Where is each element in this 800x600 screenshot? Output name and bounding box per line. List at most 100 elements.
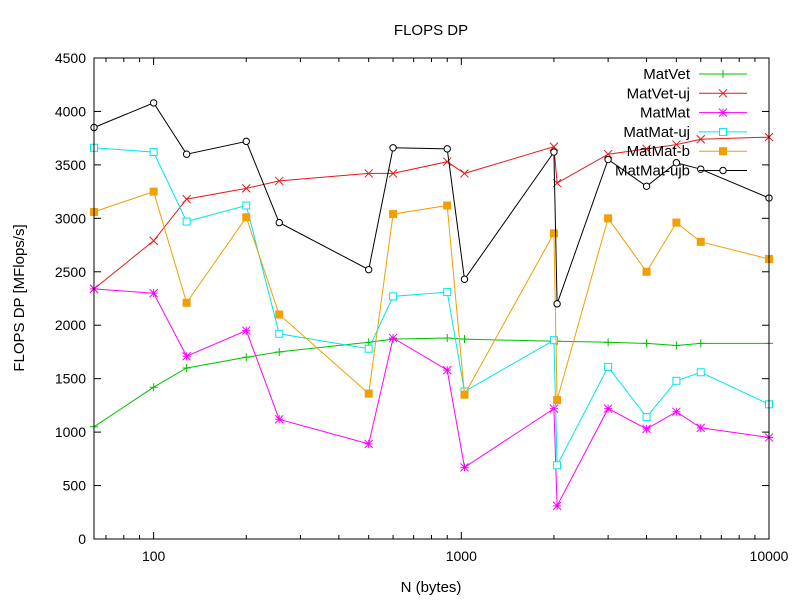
data-point	[149, 148, 158, 157]
series-matmat-ujb	[90, 99, 773, 308]
data-point	[549, 404, 559, 413]
data-point	[672, 407, 681, 417]
data-point	[642, 424, 651, 434]
data-point	[719, 147, 727, 156]
data-point	[672, 218, 681, 227]
data-point	[149, 383, 158, 392]
data-point	[697, 165, 705, 173]
data-point	[364, 439, 374, 449]
data-point	[642, 144, 651, 154]
y-axis-label: FLOPS DP [MFlops/s]	[11, 224, 28, 371]
data-point	[389, 144, 397, 152]
data-point	[275, 329, 284, 338]
data-point	[275, 218, 283, 227]
series-line-matmat-ujb	[93, 102, 770, 304]
data-point	[275, 310, 284, 319]
data-point	[389, 292, 398, 301]
y-tick-label: 2000	[55, 317, 86, 333]
data-point	[553, 461, 562, 470]
data-point	[549, 229, 558, 238]
data-point	[364, 344, 373, 353]
legend-label: MatMat-b	[627, 143, 690, 160]
data-point	[443, 334, 452, 343]
series-line-matmat-b	[93, 190, 770, 401]
data-point	[364, 169, 374, 178]
data-point	[604, 338, 613, 347]
legend-label: MatMat-uj	[623, 124, 690, 141]
legend-item-matvet-uj: MatVet-uj	[627, 85, 747, 102]
data-point	[182, 194, 191, 204]
data-point	[388, 169, 398, 178]
data-point	[442, 157, 452, 167]
series-matvet-uj	[89, 132, 774, 294]
series-line-matmat-uj	[93, 147, 770, 466]
data-point	[672, 341, 681, 350]
series-matmat-uj	[90, 143, 773, 470]
data-point	[182, 298, 191, 307]
plot-frame	[93, 57, 770, 540]
data-point	[550, 148, 558, 156]
x-axis-label: N (bytes)	[401, 579, 462, 596]
data-point	[549, 142, 559, 152]
data-point	[642, 339, 651, 348]
y-tick-label: 3500	[55, 157, 86, 173]
data-point	[443, 288, 452, 297]
data-point	[241, 326, 251, 335]
data-point	[460, 390, 469, 399]
data-point	[604, 155, 612, 164]
data-point	[389, 210, 398, 219]
data-point	[149, 99, 158, 107]
data-point	[460, 275, 469, 283]
data-point	[604, 362, 613, 371]
y-tick-label: 4000	[55, 103, 86, 119]
data-point	[696, 423, 706, 433]
data-point	[718, 88, 728, 98]
y-tick-label: 1500	[55, 371, 86, 387]
x-tick-label: 100	[142, 548, 166, 564]
data-point	[553, 396, 562, 405]
series-matmat-b	[90, 187, 773, 405]
legend-label: MatMat	[640, 105, 691, 122]
legend: MatVet MatVet-uj MatMat MatMat-uj MatMat-b Ma…	[615, 66, 747, 180]
series-matvet	[90, 334, 773, 431]
data-point	[242, 137, 250, 146]
data-point	[604, 214, 613, 223]
x-tick-label: 10000	[750, 548, 789, 564]
legend-item-matmat: MatMat	[640, 105, 747, 122]
data-point	[442, 365, 452, 375]
x-axis-ticks: 100 1000 10000	[105, 58, 789, 564]
data-point	[241, 184, 251, 193]
legend-label: MatVet	[643, 66, 691, 83]
data-point	[182, 363, 191, 372]
data-point	[719, 70, 727, 78]
data-point	[149, 187, 158, 196]
series-matmat	[89, 284, 774, 511]
data-point	[642, 267, 651, 276]
data-point	[443, 201, 452, 210]
series-line-matmat	[93, 288, 770, 508]
series-line-matvet-uj	[93, 136, 770, 290]
data-point	[274, 414, 284, 424]
data-point	[603, 149, 613, 159]
series-line-matvet	[93, 337, 769, 428]
data-point	[274, 176, 284, 186]
data-point	[642, 182, 651, 190]
data-point	[672, 159, 681, 167]
data-point	[553, 300, 561, 308]
data-point	[149, 236, 158, 246]
data-point	[719, 127, 727, 136]
data-point	[718, 108, 728, 117]
data-point	[242, 353, 251, 362]
y-tick-label: 500	[63, 478, 87, 494]
data-point	[460, 463, 469, 472]
chart-title: FLOPS DP	[394, 22, 468, 39]
data-point	[443, 145, 451, 153]
legend-item-matmat-ujb: MatMat-ujb	[615, 163, 747, 180]
data-point	[603, 404, 613, 413]
data-point	[696, 368, 705, 377]
data-point	[242, 213, 251, 222]
data-point	[642, 413, 651, 422]
y-tick-label: 0	[78, 531, 86, 547]
data-point	[182, 351, 191, 361]
